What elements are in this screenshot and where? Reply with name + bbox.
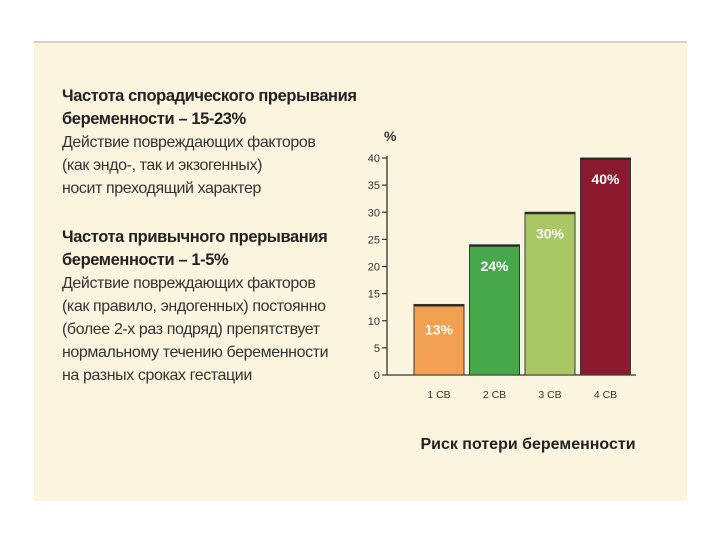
- sporadic-description-line: носит преходящий характер: [62, 180, 262, 197]
- x-tick-label: 2 СВ: [483, 389, 506, 401]
- bar: [413, 303, 465, 376]
- text-column: Частота спорадического прерывания береме…: [62, 85, 362, 387]
- y-tick-label: 10: [368, 316, 380, 328]
- y-tick-label: 25: [368, 234, 380, 246]
- habitual-description-line: (более 2-х раз подряд) препятствует: [62, 321, 320, 338]
- y-tick-label: 20: [368, 262, 380, 274]
- sporadic-block: Частота спорадического прерывания береме…: [62, 85, 362, 200]
- content-panel: Частота спорадического прерывания береме…: [34, 41, 687, 501]
- bar-value-label: 13%: [425, 321, 454, 337]
- y-tick-label: 30: [368, 207, 380, 219]
- habitual-heading-line: Частота привычного прерывания: [62, 228, 328, 246]
- habitual-description-line: (как правило, эндогенных) постоянно: [62, 298, 326, 315]
- x-axis-title: Риск потери беременности: [420, 436, 635, 453]
- bar-value-label: 24%: [480, 258, 509, 274]
- sporadic-description-line: (как эндо-, так и экзогенных): [62, 157, 263, 174]
- x-tick-label: 1 СВ: [427, 389, 450, 401]
- bar-value-label: 40%: [591, 171, 620, 187]
- y-tick-label: 15: [368, 289, 380, 301]
- bar-value-label: 30%: [536, 225, 565, 241]
- x-tick-label: 3 СВ: [538, 389, 561, 401]
- y-axis-label: %: [384, 128, 397, 144]
- sporadic-heading-line: Частота спорадического прерывания: [62, 87, 357, 105]
- habitual-heading: Частота привычного прерывания беременнос…: [62, 226, 362, 272]
- y-tick-label: 5: [374, 343, 380, 355]
- habitual-description-line: на разных сроках гестации: [62, 367, 252, 384]
- y-tick-label: 35: [368, 180, 380, 192]
- bar: [524, 211, 576, 376]
- habitual-block: Частота привычного прерывания беременнос…: [62, 226, 362, 387]
- y-tick-label: 0: [374, 370, 380, 382]
- x-tick-label: 4 СВ: [594, 389, 617, 401]
- habitual-description: Действие повреждающих факторов (как прав…: [62, 272, 362, 387]
- bar: [580, 157, 631, 376]
- habitual-heading-line: беременности – 1-5%: [62, 251, 229, 269]
- habitual-description-line: нормальному течению беременности: [62, 344, 329, 361]
- sporadic-heading: Частота спорадического прерывания береме…: [62, 85, 362, 131]
- sporadic-description: Действие повреждающих факторов (как эндо…: [62, 131, 362, 200]
- sporadic-heading-line: беременности – 15-23%: [62, 110, 246, 128]
- y-tick-label: 40: [368, 153, 380, 165]
- habitual-description-line: Действие повреждающих факторов: [62, 275, 316, 292]
- bar: [469, 244, 520, 376]
- sporadic-description-line: Действие повреждающих факторов: [62, 134, 316, 151]
